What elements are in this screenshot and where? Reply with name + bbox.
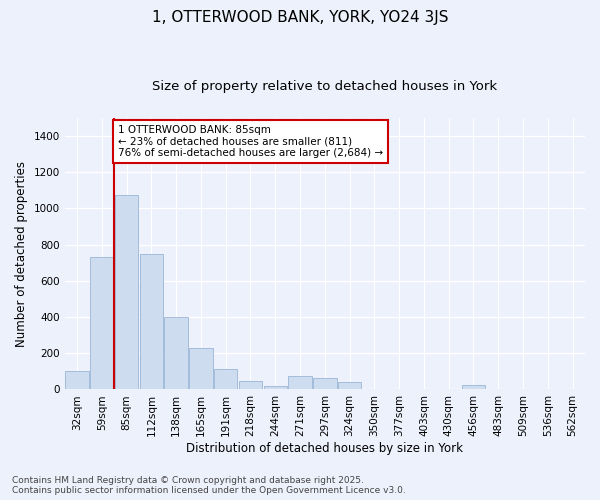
Bar <box>313 378 337 390</box>
Bar <box>65 372 89 390</box>
Bar <box>90 257 113 390</box>
Bar <box>140 254 163 390</box>
Text: 1, OTTERWOOD BANK, YORK, YO24 3JS: 1, OTTERWOOD BANK, YORK, YO24 3JS <box>152 10 448 25</box>
Y-axis label: Number of detached properties: Number of detached properties <box>15 160 28 346</box>
Bar <box>239 382 262 390</box>
Bar <box>164 317 188 390</box>
Bar <box>214 368 238 390</box>
Bar <box>263 386 287 390</box>
Text: 1 OTTERWOOD BANK: 85sqm
← 23% of detached houses are smaller (811)
76% of semi-d: 1 OTTERWOOD BANK: 85sqm ← 23% of detache… <box>118 125 383 158</box>
Bar <box>115 195 139 390</box>
Text: Contains HM Land Registry data © Crown copyright and database right 2025.
Contai: Contains HM Land Registry data © Crown c… <box>12 476 406 495</box>
Bar <box>288 376 312 390</box>
Bar <box>462 386 485 390</box>
Bar <box>338 382 361 390</box>
Bar <box>189 348 213 390</box>
Title: Size of property relative to detached houses in York: Size of property relative to detached ho… <box>152 80 497 93</box>
X-axis label: Distribution of detached houses by size in York: Distribution of detached houses by size … <box>187 442 463 455</box>
